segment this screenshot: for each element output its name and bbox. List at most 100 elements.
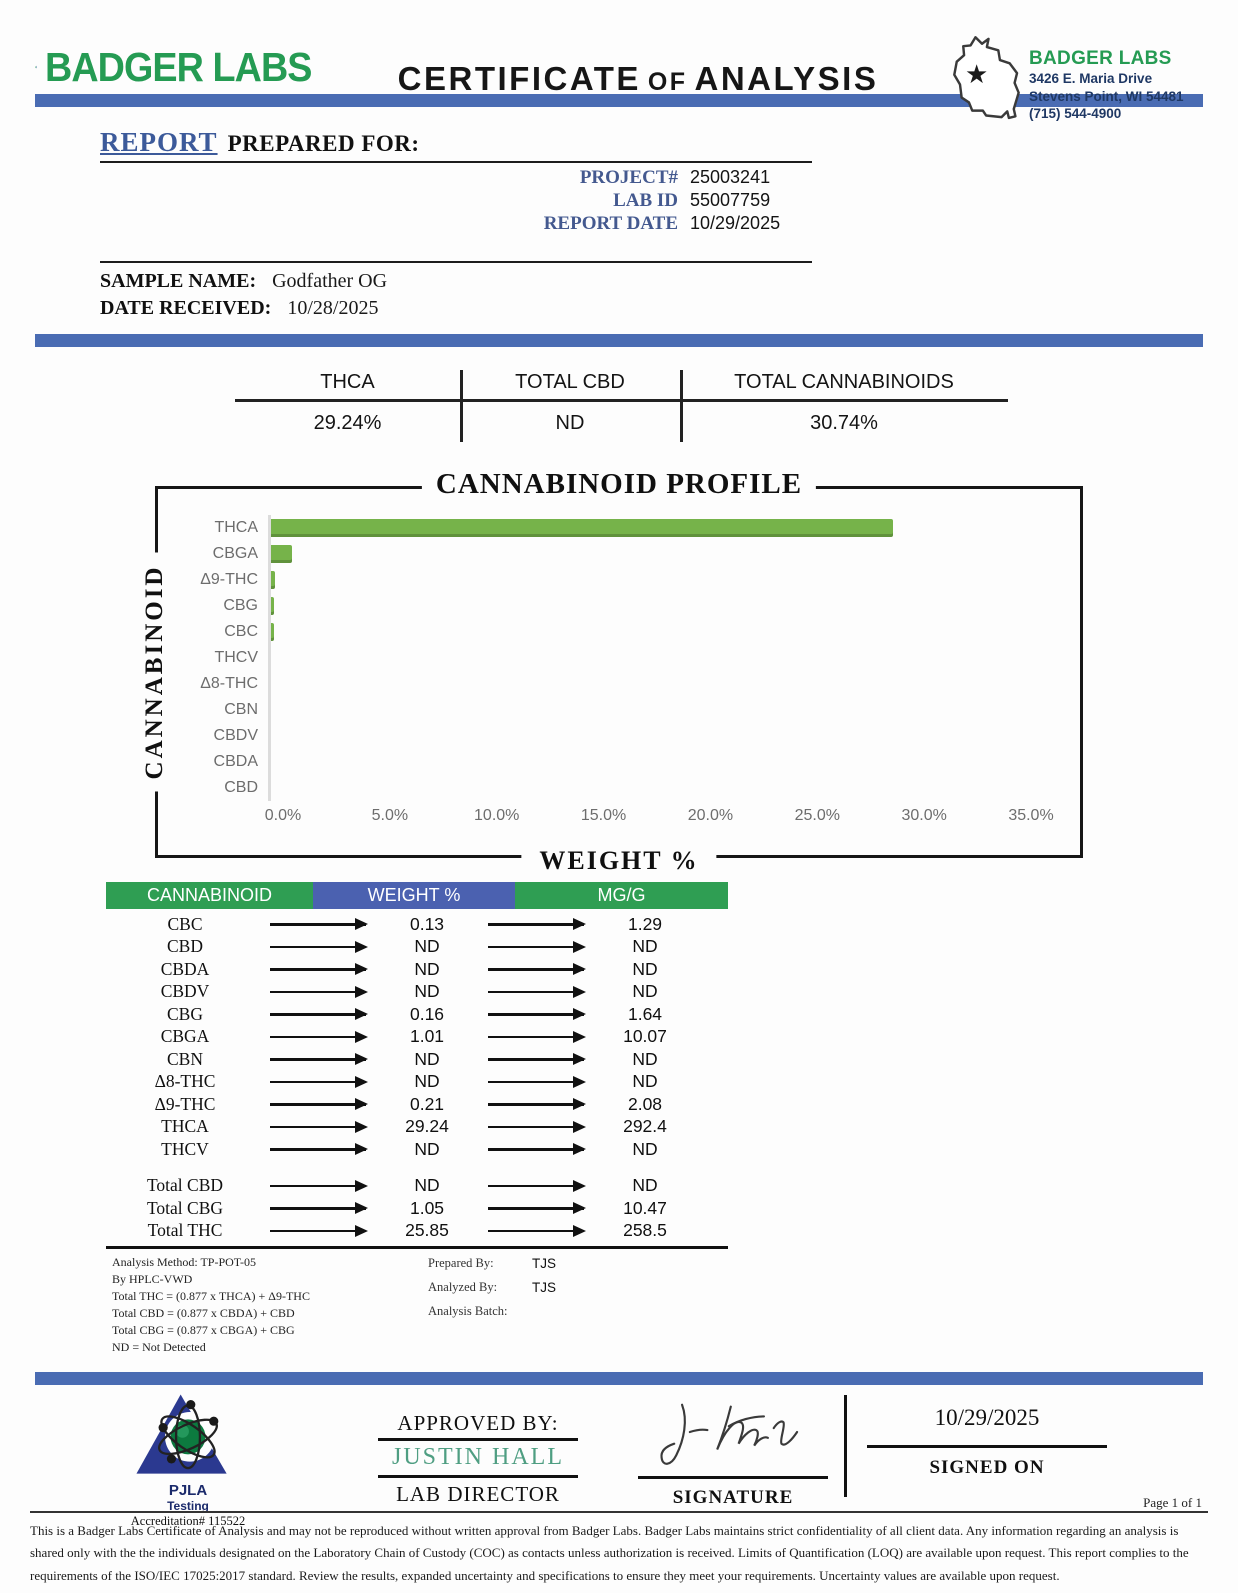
weight-percent-value: ND	[414, 936, 440, 957]
chart-bar-row: Δ8-THC	[170, 671, 1080, 697]
summary-value-total-cannabinoids: 30.74%	[810, 411, 878, 434]
arrow-icon	[488, 1202, 586, 1213]
method-notes: Analysis Method: TP-POT-05 By HPLC-VWD T…	[112, 1254, 372, 1356]
lab-phone: (715) 544-4900	[1029, 106, 1122, 122]
chart-bar	[271, 597, 275, 615]
analysis-batch-label: Analysis Batch:	[428, 1304, 508, 1318]
results-header-cell: MG/G	[515, 882, 728, 909]
analysis-batch-row: Analysis Batch:	[428, 1304, 556, 1319]
arrow-icon	[488, 1121, 586, 1132]
lab-name: BADGER LABS	[1029, 48, 1172, 69]
mg-per-g-value: ND	[632, 1138, 658, 1159]
approver-name: JUSTIN HALL	[378, 1441, 578, 1479]
cannabinoid-name: CBDV	[160, 981, 210, 1002]
arrow-icon	[270, 1143, 368, 1154]
chart-bar-row: CBG	[170, 593, 1080, 619]
weight-percent-value: 29.24	[405, 1116, 449, 1137]
table-row: CBDV ND ND	[106, 981, 728, 1004]
chart-bar-track	[268, 515, 1016, 541]
blue-divider	[35, 1372, 1203, 1386]
weight-percent-value: ND	[414, 1138, 440, 1159]
analyzed-by-label: Analyzed By:	[428, 1280, 498, 1294]
footnote-line: Total CBD = (0.877 x CBDA) + CBD	[112, 1306, 295, 1321]
cannabinoid-name: CBG	[167, 1003, 203, 1024]
sample-name-row: SAMPLE NAME: Godfather OG	[100, 268, 812, 295]
footnote-line: ND = Not Detected	[112, 1340, 206, 1355]
signature-label: SIGNATURE	[672, 1487, 794, 1509]
weight-percent-value: ND	[414, 1175, 440, 1196]
chart-bar	[271, 571, 276, 589]
lab-address-line1: 3426 E. Maria Drive	[1029, 71, 1153, 86]
approved-by-label: APPROVED BY:	[378, 1411, 578, 1442]
weight-percent-value: 1.01	[409, 1026, 445, 1047]
table-row: CBGA 1.01 10.07	[106, 1026, 728, 1049]
chart-bar	[271, 623, 274, 641]
report-info: REPORT PREPARED FOR: PROJECT# 25003241 L…	[100, 127, 812, 322]
x-tick-label: 5.0%	[371, 807, 409, 824]
chart-bar	[271, 519, 894, 537]
signature-line	[638, 1393, 828, 1480]
arrow-icon	[270, 1076, 368, 1087]
wisconsin-map-icon: ★	[941, 34, 1023, 122]
results-header-cell: WEIGHT %	[313, 882, 515, 909]
sample-name-value: Godfather OG	[272, 270, 388, 292]
summary-header-total-cannabinoids: TOTAL CANNABINOIDS	[734, 370, 954, 393]
chart-category-label: CBDA	[213, 753, 258, 770]
signed-on-label: SIGNED ON	[929, 1457, 1045, 1479]
weight-percent-value: 0.21	[409, 1093, 445, 1114]
analyzed-by-row: Analyzed By: TJS	[428, 1280, 556, 1295]
x-tick-label: 0.0%	[264, 807, 302, 824]
arrow-icon	[270, 941, 368, 952]
arrow-icon	[270, 1202, 368, 1213]
x-tick-label: 15.0%	[580, 807, 627, 824]
mg-per-g-value: ND	[632, 1048, 658, 1069]
analyzed-by-value: TJS	[532, 1280, 557, 1295]
signed-on-block: 10/29/2025 SIGNED ON	[867, 1405, 1107, 1479]
cannabinoid-name: Δ8-THC	[154, 1071, 216, 1092]
results-table: CANNABINOID WEIGHT % MG/G CBC 0.13 1.29 CBD…	[106, 882, 728, 1249]
weight-percent-value: 1.05	[409, 1197, 445, 1218]
date-received-label: DATE RECEIVED:	[100, 297, 272, 319]
arrow-icon	[488, 941, 586, 952]
chart-category-label: CBC	[224, 623, 258, 640]
blue-divider	[35, 94, 1203, 107]
approver-title: LAB DIRECTOR	[396, 1482, 560, 1507]
cannabinoid-name: CBDA	[160, 958, 210, 979]
chart-bar-row: Δ9-THC	[170, 567, 1080, 593]
star-icon: ★	[965, 60, 989, 89]
chart-bar-row: CBN	[170, 697, 1080, 723]
cannabinoid-name: CBN	[167, 1048, 203, 1069]
report-word: REPORT	[100, 127, 218, 157]
chart-bar-row: CBDV	[170, 723, 1080, 749]
field-row: PROJECT# 25003241	[100, 167, 812, 189]
arrow-icon	[270, 1053, 368, 1064]
report-prepared-for: REPORT PREPARED FOR:	[100, 127, 812, 163]
chart-bar-track	[268, 749, 1016, 775]
table-row: CBC 0.13 1.29	[106, 913, 728, 936]
arrow-icon	[488, 1031, 586, 1042]
x-tick-label: 10.0%	[474, 807, 520, 824]
sample-name-label: SAMPLE NAME:	[100, 270, 257, 292]
mg-per-g-value: ND	[632, 981, 658, 1002]
signature-section: PJLA Testing Accreditation# 115522 APPRO…	[108, 1389, 1238, 1529]
footnotes: Analysis Method: TP-POT-05 By HPLC-VWD T…	[112, 1254, 1238, 1356]
mg-per-g-value: 258.5	[623, 1220, 667, 1241]
weight-percent-value: 0.16	[409, 1003, 445, 1024]
arrow-icon	[488, 963, 586, 974]
footnote-line: Total CBG = (0.877 x CBGA) + CBG	[112, 1323, 295, 1338]
cannabinoid-name: Total CBG	[146, 1197, 224, 1218]
title-word: ANALYSIS	[694, 60, 879, 97]
lab-id-label: LAB ID	[613, 190, 678, 211]
signature-divider	[844, 1395, 847, 1498]
x-tick-label: 35.0%	[1008, 807, 1054, 824]
table-row: Δ9-THC 0.21 2.08	[106, 1093, 728, 1116]
summary-strip: THCA TOTAL CBD TOTAL CANNABINOIDS 29.24%…	[235, 365, 1008, 444]
chart-rows: THCA CBGA Δ9-THC CBG CBC THCV Δ8-THC CBN CBDV CBD…	[170, 515, 1080, 801]
arrow-icon	[270, 918, 368, 929]
cannabinoid-name: THCV	[161, 1138, 209, 1159]
prepared-by-label: Prepared By:	[428, 1256, 494, 1270]
chart-category-label: CBD	[224, 779, 258, 796]
chart-bar	[271, 545, 293, 563]
chart-category-label: CBG	[223, 597, 258, 614]
chart-x-axis-label: WEIGHT %	[521, 846, 717, 876]
